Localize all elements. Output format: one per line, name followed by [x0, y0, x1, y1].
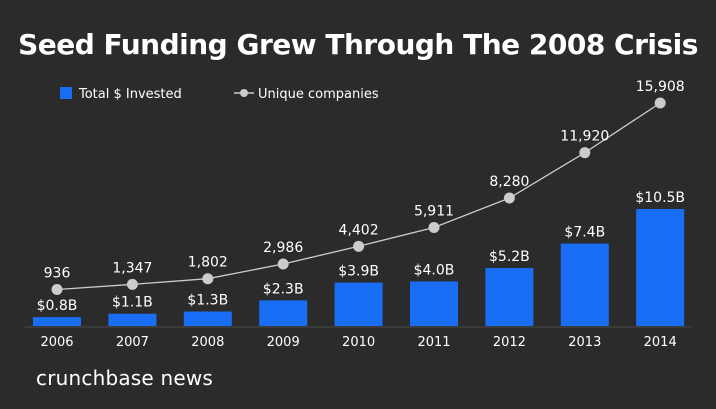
point-2006 [51, 284, 63, 295]
chart-title: Seed Funding Grew Through The 2008 Crisi… [18, 28, 698, 61]
bar-2014 [636, 209, 685, 326]
point-label-2009: 2,986 [263, 240, 303, 256]
tick-2010: 2010 [342, 335, 375, 350]
point-label-2008: 1,802 [188, 255, 228, 271]
point-2010 [353, 240, 365, 252]
bar-2013 [560, 243, 609, 326]
point-label-2014: 15,908 [636, 79, 685, 95]
bar-label-2009: $2.3B [263, 281, 304, 297]
bar-2012 [485, 268, 534, 326]
bar-label-2006: $0.8B [37, 298, 78, 314]
tick-2007: 2007 [116, 335, 149, 350]
companies-points [51, 97, 666, 295]
legend-label-line: Unique companies [258, 87, 379, 102]
tick-2011: 2011 [417, 335, 450, 350]
bar-labels: $0.8B $1.1B $1.3B $2.3B $3.9B $4.0B $5.2B $7.4B… [37, 190, 685, 314]
point-2013 [579, 147, 591, 159]
bar-label-2013: $7.4B [564, 225, 605, 241]
brand-logo-text: crunchbase news [36, 366, 214, 390]
tick-2006: 2006 [40, 335, 73, 350]
bar-2009 [259, 300, 308, 326]
bar-label-2007: $1.1B [112, 295, 153, 311]
bar-series [33, 209, 685, 326]
tick-2012: 2012 [493, 335, 526, 350]
bar-label-2014: $10.5B [635, 190, 685, 206]
point-label-2012: 8,280 [489, 174, 529, 190]
bar-label-2012: $5.2B [489, 249, 530, 265]
legend-swatch-bar [60, 87, 72, 99]
legend: Total $ Invested Unique companies [60, 87, 379, 102]
bar-2006 [33, 317, 81, 326]
bar-2010 [334, 282, 383, 326]
point-2008 [202, 273, 214, 285]
point-label-2006: 936 [44, 266, 71, 282]
legend-marker [240, 89, 248, 97]
point-2014 [654, 97, 666, 109]
x-axis-ticks: 2006 2007 2008 2009 2010 2011 2012 2013 2014 [40, 335, 676, 350]
tick-2013: 2013 [568, 335, 601, 350]
bar-label-2010: $3.9B [338, 264, 379, 280]
point-label-2011: 5,911 [414, 204, 454, 220]
tick-2008: 2008 [191, 335, 224, 350]
point-label-2007: 1,347 [112, 260, 152, 276]
point-2007 [126, 278, 138, 290]
tick-2014: 2014 [644, 335, 677, 350]
point-2009 [277, 258, 289, 270]
companies-labels: 936 1,347 1,802 2,986 4,402 5,911 8,280 11,920 1… [44, 79, 685, 282]
legend-label-bar: Total $ Invested [78, 87, 182, 102]
tick-2009: 2009 [267, 335, 300, 350]
point-2011 [428, 222, 440, 234]
bar-2007 [108, 313, 157, 326]
bar-label-2008: $1.3B [187, 293, 228, 309]
bar-label-2011: $4.0B [414, 262, 455, 278]
point-2012 [503, 192, 515, 204]
bar-2008 [183, 311, 232, 326]
point-label-2010: 4,402 [339, 222, 379, 238]
bar-2011 [410, 281, 458, 326]
point-label-2013: 11,920 [560, 129, 609, 145]
